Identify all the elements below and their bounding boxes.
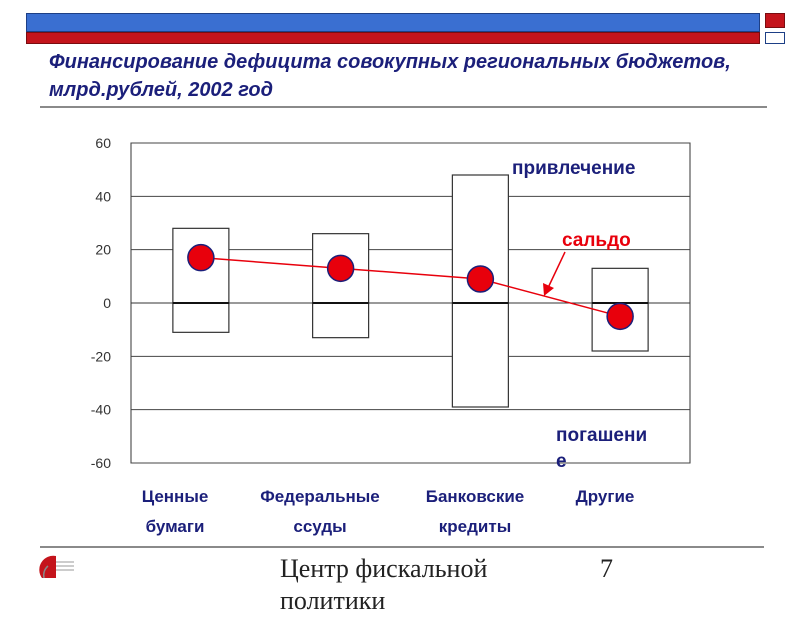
header-red-bar	[26, 32, 760, 44]
y-tick-label: 60	[95, 135, 111, 151]
category-label: Федеральные ссуды	[260, 487, 380, 536]
annotation-privlechenie: привлечение	[512, 158, 635, 179]
y-tick-label: 0	[103, 295, 111, 311]
logo-icon	[39, 555, 74, 579]
deficit-financing-chart: 60 40 20 0 -20 -40 -60 привлечение сальдо погашен…	[91, 135, 691, 472]
header-red-square	[765, 13, 785, 28]
page-number: 7	[600, 554, 613, 583]
saldo-marker	[187, 243, 215, 272]
annotation-saldo: сальдо	[562, 230, 631, 251]
saldo-arrow-head	[543, 283, 554, 296]
saldo-arrow-line	[546, 251, 566, 291]
bar-negative	[172, 302, 230, 333]
saldo-line	[200, 256, 621, 318]
header-white-square	[765, 32, 785, 44]
y-tick-label: 40	[95, 188, 111, 204]
saldo-marker	[326, 254, 355, 283]
y-tick-label: 20	[95, 242, 111, 258]
category-label: Банковские кредиты	[425, 487, 525, 536]
title-divider	[40, 106, 767, 108]
footer-divider	[40, 546, 764, 548]
annotation-pogashenie: погашени е	[556, 425, 647, 472]
y-tick-label: -60	[91, 455, 111, 471]
footer-org-name: Центр фискальной политики	[280, 554, 488, 615]
bar-positive	[591, 267, 649, 304]
category-label: Ценные бумаги	[141, 487, 209, 536]
header-blue-bar	[26, 13, 760, 32]
y-tick-label: -40	[91, 402, 111, 418]
bar-negative	[451, 302, 509, 408]
saldo-marker	[466, 265, 495, 293]
slide-title: Финансирование дефицита совокупных регио…	[49, 51, 731, 101]
saldo-marker	[606, 302, 634, 331]
y-tick-label: -20	[91, 348, 111, 364]
bar-negative	[312, 302, 370, 339]
category-label: Другие	[575, 487, 635, 506]
center-logo	[38, 548, 76, 582]
